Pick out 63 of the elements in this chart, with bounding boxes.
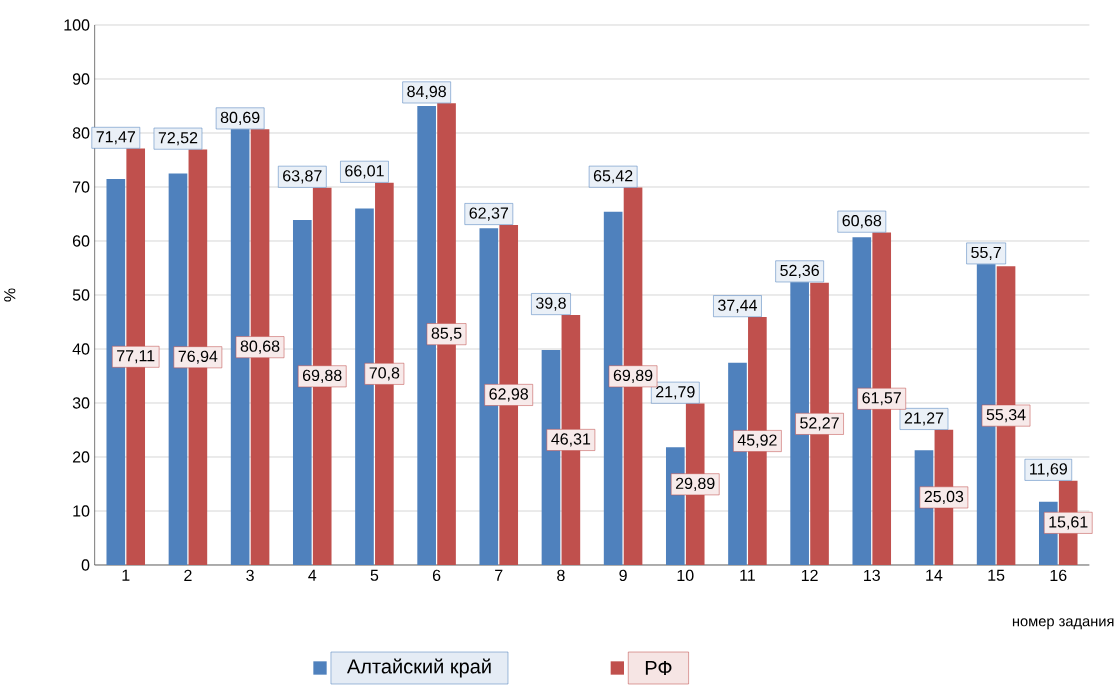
x-tick-label: 2 bbox=[184, 569, 192, 581]
x-axis-title: номер задания bbox=[1012, 618, 1114, 630]
x-tick-label: 4 bbox=[308, 569, 317, 581]
x-tick-label: 12 bbox=[801, 569, 818, 581]
data-label: 72,52 bbox=[158, 132, 198, 146]
data-label: 85,5 bbox=[431, 327, 462, 341]
y-tick-label: 70 bbox=[72, 181, 90, 193]
x-tick-label: 16 bbox=[1050, 569, 1067, 582]
y-tick-label: 10 bbox=[73, 505, 90, 517]
x-tick-label: 11 bbox=[740, 569, 755, 581]
y-tick-label: 40 bbox=[72, 343, 90, 355]
y-tick-label: 0 bbox=[81, 559, 90, 571]
legend-label: Алтайский край bbox=[346, 658, 491, 678]
data-label: 69,89 bbox=[613, 369, 653, 383]
data-label: 65,42 bbox=[593, 170, 633, 184]
data-label: 15,61 bbox=[1049, 516, 1088, 530]
data-label: 11,69 bbox=[1030, 463, 1067, 477]
x-tick-label: 13 bbox=[864, 569, 880, 582]
legend-label: РФ bbox=[645, 661, 672, 675]
data-label: 80,69 bbox=[220, 111, 260, 126]
data-label: 61,57 bbox=[862, 392, 901, 406]
data-label: 80,68 bbox=[240, 340, 280, 354]
data-label: 55,7 bbox=[971, 246, 1001, 260]
y-axis-title: % bbox=[4, 288, 16, 302]
data-label: 70,8 bbox=[369, 367, 400, 381]
data-label: 52,27 bbox=[800, 417, 839, 431]
y-tick-label: 30 bbox=[72, 397, 90, 409]
data-label: 63,87 bbox=[283, 170, 322, 184]
data-label: 60,68 bbox=[842, 215, 882, 229]
x-tick-label: 9 bbox=[619, 569, 627, 582]
data-label: 21,27 bbox=[904, 412, 944, 426]
x-tick-label: 5 bbox=[370, 569, 379, 581]
data-label: 29,89 bbox=[675, 477, 715, 491]
y-tick-label: 100 bbox=[64, 19, 90, 31]
x-tick-label: 1 bbox=[122, 569, 130, 581]
data-label: 39,8 bbox=[536, 297, 566, 311]
y-tick-label: 60 bbox=[72, 235, 90, 247]
y-tick-label: 50 bbox=[72, 289, 90, 301]
x-tick-label: 14 bbox=[926, 569, 943, 581]
data-label: 62,98 bbox=[489, 388, 529, 402]
data-label: 71,47 bbox=[96, 131, 136, 145]
x-tick-label: 10 bbox=[677, 569, 694, 582]
x-tick-label: 15 bbox=[988, 569, 1005, 581]
data-label: 55,34 bbox=[986, 408, 1026, 423]
y-tick-label: 80 bbox=[72, 127, 90, 139]
data-label: 69,88 bbox=[303, 369, 342, 383]
data-label: 21,79 bbox=[656, 386, 695, 400]
data-label: 84,98 bbox=[407, 85, 446, 100]
x-tick-label: 7 bbox=[495, 569, 503, 581]
data-label: 37,44 bbox=[718, 299, 758, 313]
data-label: 77,11 bbox=[117, 350, 155, 364]
y-tick-label: 20 bbox=[72, 451, 90, 463]
y-tick-label: 90 bbox=[72, 73, 90, 85]
data-label: 66,01 bbox=[345, 165, 384, 179]
x-tick-label: 6 bbox=[432, 569, 441, 582]
x-tick-label: 3 bbox=[246, 569, 254, 582]
data-label: 52,36 bbox=[780, 264, 819, 278]
data-label: 76,94 bbox=[178, 350, 218, 364]
x-tick-label: 8 bbox=[557, 569, 565, 582]
data-label: 25,03 bbox=[924, 490, 964, 505]
data-label: 46,31 bbox=[551, 433, 591, 447]
data-label: 45,92 bbox=[737, 434, 777, 448]
data-label: 62,37 bbox=[469, 207, 509, 221]
